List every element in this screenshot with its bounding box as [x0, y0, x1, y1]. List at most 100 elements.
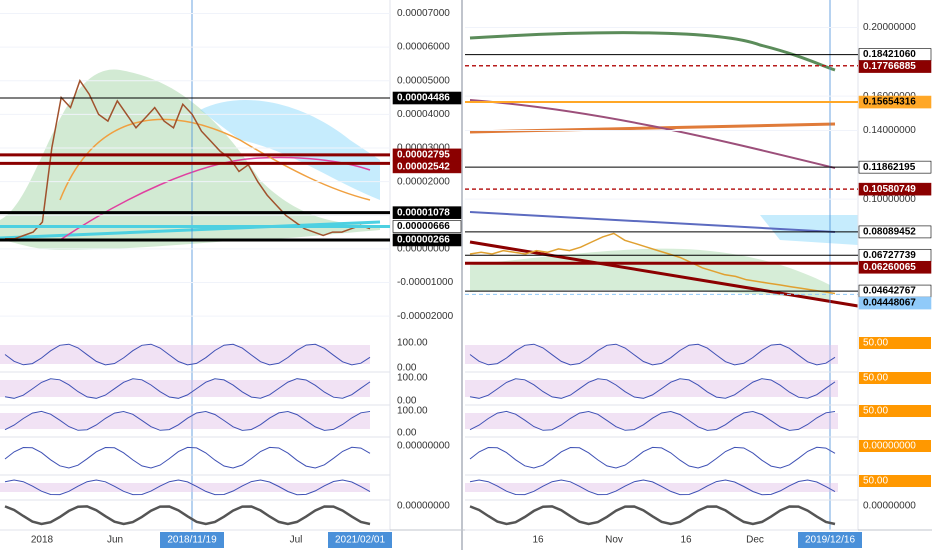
- level-label-box: [858, 225, 932, 239]
- level-label: 0.00000666: [397, 221, 450, 232]
- price-line: [5, 79, 371, 240]
- moving-average: [469, 211, 836, 233]
- band: [465, 483, 838, 492]
- level-label: 0.08089452: [863, 227, 916, 238]
- oscillator: [4, 378, 371, 399]
- x-label: Jun: [107, 535, 123, 546]
- oscillator: [469, 505, 836, 526]
- cursor-label: 2018/11/19: [167, 535, 217, 546]
- band: [0, 483, 370, 492]
- panel-label: 0.00: [397, 396, 417, 407]
- x-label: Jul: [290, 535, 303, 546]
- label-box: [859, 440, 931, 452]
- moving-average: [59, 156, 371, 241]
- panel-label: 0.00000000: [863, 441, 916, 452]
- level-label: 0.17766885: [863, 61, 916, 72]
- cursor-label: 2021/02/01: [335, 535, 385, 546]
- y-tick-label: 0.20000000: [863, 22, 916, 33]
- label-box: [859, 337, 931, 349]
- x-label: 16: [532, 535, 544, 546]
- level-label-box: [858, 182, 932, 196]
- level-label-box: [392, 220, 462, 233]
- level-label-box: [858, 260, 932, 274]
- cursor-label-box: [328, 532, 392, 548]
- y-tick-label: 0.00003000: [397, 143, 450, 154]
- level-label: 0.00000266: [397, 235, 450, 246]
- level-label: 0.00002795: [397, 150, 450, 161]
- y-tick-label: 0.00000000: [397, 244, 450, 255]
- oscillator: [4, 410, 371, 431]
- oscillator: [4, 446, 371, 469]
- cursor-label: 2019/12/16: [805, 535, 855, 546]
- trend-line: [469, 240, 859, 308]
- panel-label: 50.00: [863, 338, 888, 349]
- y-tick-label: 0.00007000: [397, 8, 450, 19]
- level-label-box: [392, 206, 462, 219]
- panel-label: 50.00: [863, 373, 888, 384]
- y-tick-label: -0.00001000: [397, 277, 454, 288]
- y-tick-label: 0.00006000: [397, 42, 450, 53]
- level-label: 0.10580749: [863, 184, 916, 195]
- moving-average: [469, 31, 836, 72]
- moving-average: [59, 118, 371, 201]
- panel-label: 50.00: [863, 406, 888, 417]
- level-label: 0.00004486: [397, 93, 450, 104]
- panel-label: 0.00000000: [397, 501, 450, 512]
- level-label: 0.06727739: [863, 250, 916, 261]
- panel-label: 0.00000000: [397, 441, 450, 452]
- panel-label: 50.00: [863, 476, 888, 487]
- oscillator: [469, 446, 836, 469]
- panel-label: 0.00: [397, 363, 417, 374]
- level-label: 0.00001078: [397, 207, 450, 218]
- level-label: 0.15654316: [863, 97, 916, 108]
- x-label: Nov: [605, 535, 623, 546]
- moving-average: [469, 99, 836, 169]
- band: [465, 413, 838, 429]
- band: [0, 380, 370, 397]
- level-label: 0.04642767: [863, 286, 916, 297]
- y-tick-label: 0.00005000: [397, 75, 450, 86]
- oscillator: [469, 410, 836, 431]
- panel-label: 100.00: [397, 373, 428, 384]
- band: [0, 413, 370, 429]
- y-tick-label: 0.14000000: [863, 125, 916, 136]
- level-label-box: [392, 160, 462, 174]
- overlay: 0.00007000 0.00006000 0.00005000 0.00004000…: [0, 8, 932, 531]
- y-tick-label: 0.00004000: [397, 109, 450, 120]
- x-label: Dec: [746, 535, 764, 546]
- level-label: 0.11862195: [863, 162, 916, 173]
- level-label: 0.06260065: [863, 262, 916, 273]
- x-label: 16: [680, 535, 692, 546]
- level-label: 0.00002542: [397, 162, 450, 173]
- x-label: 2018: [31, 535, 54, 546]
- panel-label: 0.00000000: [863, 501, 916, 512]
- label-box: [859, 475, 931, 487]
- y-tick-label: 0.10000000: [863, 194, 916, 205]
- y-tick-label: 0.00002000: [397, 176, 450, 187]
- level-label: 0.04448067: [863, 298, 916, 309]
- level-label-box: [858, 160, 932, 174]
- level-label-box: [392, 91, 462, 105]
- panel-label: 0.00: [397, 428, 417, 439]
- oscillator: [469, 343, 836, 366]
- y-tick-label: -0.00002000: [397, 311, 454, 322]
- oscillator: [469, 479, 836, 496]
- oscillator: [4, 479, 371, 496]
- cursor-label-box: [160, 532, 224, 548]
- level-label-box: [858, 60, 932, 73]
- oscillator: [469, 378, 836, 399]
- price-line: [469, 232, 836, 295]
- level-label: 0.18421060: [863, 49, 916, 60]
- level-label-box: [858, 95, 932, 109]
- panel-label: 100.00: [397, 406, 428, 417]
- label-box: [859, 372, 931, 384]
- level-label-box: [392, 233, 462, 247]
- cloud: [200, 100, 380, 200]
- oscillator: [4, 505, 371, 526]
- band: [465, 380, 838, 397]
- level-label-box: [858, 296, 932, 310]
- label-box: [859, 405, 931, 417]
- cursor-label-box: [798, 532, 862, 548]
